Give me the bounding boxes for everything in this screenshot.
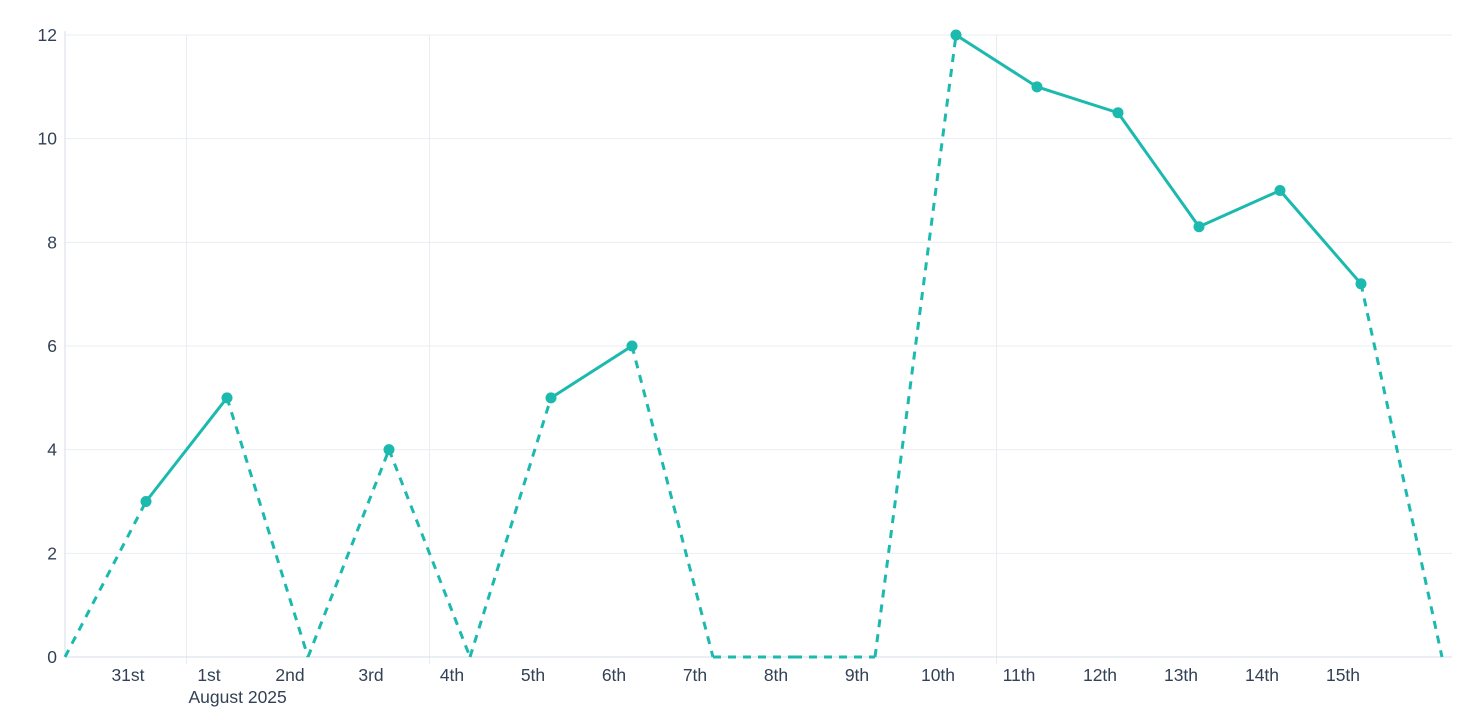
series-segment-solid (144, 396, 229, 503)
x-tick-label: 7th (683, 665, 707, 685)
x-tick-label: 31st (111, 665, 144, 685)
x-tick-label: 13th (1164, 665, 1198, 685)
x-tick-label: 11th (1003, 665, 1036, 685)
series-segment-dashed (630, 345, 715, 658)
series-segment-dashed (63, 500, 148, 658)
x-tick-label: 6th (602, 665, 626, 685)
series-segment-dashed (1359, 283, 1444, 658)
y-tick-label: 4 (47, 440, 57, 460)
data-point-5th[interactable] (545, 392, 557, 404)
data-point-13th[interactable] (1193, 221, 1205, 233)
y-tick-label: 10 (38, 129, 58, 149)
series-segment-solid (1278, 189, 1363, 286)
y-tick-label: 12 (38, 25, 57, 45)
data-point-12th[interactable] (1112, 107, 1124, 119)
y-tick-label: 2 (47, 543, 57, 563)
data-point-6th[interactable] (626, 340, 638, 352)
x-tick-label: 3rd (358, 665, 383, 685)
y-tick-label: 6 (47, 336, 57, 356)
series-segment-dashed (468, 397, 553, 658)
series-segment-solid (1035, 85, 1120, 115)
data-point-14th[interactable] (1274, 185, 1286, 196)
x-tick-label: 4th (440, 665, 464, 685)
x-tick-label: 14th (1245, 665, 1279, 685)
series-segment-solid (954, 33, 1039, 89)
x-tick-label: 1st (197, 665, 220, 685)
series-segment-solid (1197, 189, 1282, 229)
x-axis-month-label: August 2025 (189, 687, 287, 707)
data-point-11th[interactable] (1031, 81, 1043, 93)
x-tick-label: 2nd (275, 665, 304, 685)
data-point-1st[interactable] (221, 392, 233, 404)
series-segment-dashed (306, 449, 391, 658)
x-tick-label: 8th (764, 665, 788, 685)
series-segment-solid (1116, 111, 1201, 229)
series-segment-dashed (225, 397, 310, 658)
data-point-31st[interactable] (140, 496, 152, 507)
x-tick-label: 9th (845, 665, 869, 685)
y-tick-label: 8 (47, 232, 57, 252)
data-point-10th[interactable] (950, 29, 962, 41)
series-segment-dashed (387, 449, 472, 658)
x-tick-label: 5th (521, 665, 545, 685)
x-tick-label: 10th (921, 665, 955, 685)
series-segment-solid (549, 344, 634, 400)
x-tick-label: 12th (1083, 665, 1117, 685)
y-tick-label: 0 (47, 647, 57, 667)
data-point-3rd[interactable] (383, 444, 395, 456)
data-point-15th[interactable] (1355, 278, 1367, 290)
x-tick-label: 15th (1326, 665, 1360, 685)
